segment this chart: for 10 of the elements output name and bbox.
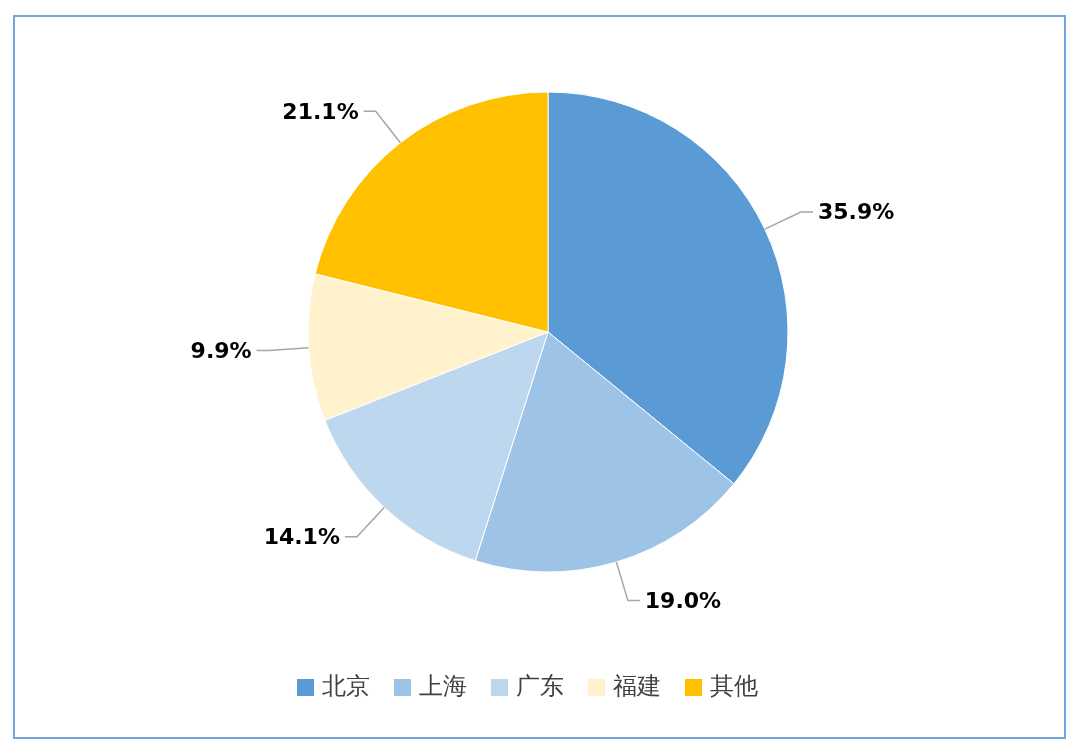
legend-label: 北京	[322, 672, 370, 700]
legend-label: 其他	[710, 672, 758, 700]
data-label: 14.1%	[263, 524, 340, 550]
legend-label: 广东	[516, 672, 564, 700]
data-label: 35.9%	[817, 199, 895, 225]
data-label: 21.1%	[282, 98, 359, 124]
legend-label: 福建	[613, 672, 661, 700]
data-label: 19.0%	[644, 587, 722, 613]
data-label: 9.9%	[190, 337, 252, 363]
legend-label: 上海	[419, 672, 467, 700]
